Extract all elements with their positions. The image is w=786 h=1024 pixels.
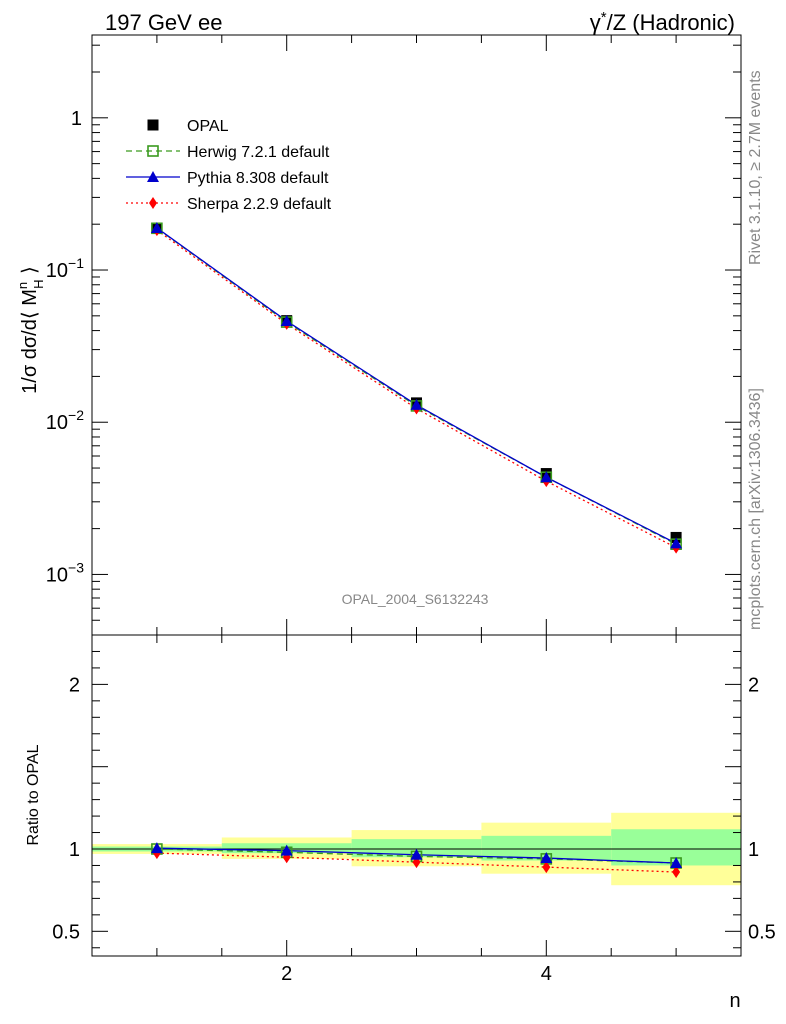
mcplots-label: mcplots.cern.ch [arXiv:1306.3436] — [747, 388, 764, 630]
ylabel-prefix: 1/σ dσ/d⟨ M — [19, 289, 41, 394]
ratio-point-1-4 — [670, 856, 683, 868]
xtick-label: 2 — [281, 963, 292, 985]
legend-label-1: Herwig 7.2.1 default — [187, 144, 330, 161]
ratio-series — [150, 842, 683, 879]
ratio-point-1-1 — [280, 844, 293, 856]
xtick-label: 4 — [541, 963, 552, 985]
series-line-3 — [156, 229, 677, 549]
ratio-ytick-labels: 2 2 1 1 0.5 0.5 — [52, 674, 776, 943]
legend-label-3: Sherpa 2.2.9 default — [187, 196, 332, 213]
series-line-1 — [156, 227, 677, 545]
legend-marker-2 — [147, 171, 159, 182]
main-plot-series — [150, 221, 683, 554]
ratio-ytick-label-left: 2 — [69, 674, 80, 696]
point-2-4 — [670, 537, 683, 549]
point-2-3 — [540, 471, 553, 483]
ratio-ytick-label-right: 0.5 — [748, 921, 776, 943]
main-plot-ticks — [92, 35, 742, 636]
analysis-watermark: OPAL_2004_S6132243 — [342, 591, 489, 607]
ratio-ytick-label-right: 2 — [748, 674, 759, 696]
ylabel-sub: H — [31, 279, 46, 288]
ratio-ytick-label-left: 0.5 — [52, 921, 80, 943]
point-2-1 — [280, 315, 293, 327]
ratio-point-1-3 — [540, 852, 553, 864]
legend-label-0: OPAL — [187, 118, 229, 135]
series-line-2 — [156, 227, 677, 544]
ratio-point-2-4 — [672, 866, 681, 879]
ytick-label: 10−2 — [46, 407, 84, 434]
ratio-ytick-label-left: 1 — [69, 839, 80, 861]
ratio-point-1-2 — [410, 848, 423, 860]
point-2-2 — [410, 398, 423, 410]
band-inner-2 — [351, 839, 482, 858]
main-plot: 1 10−1 10−2 10−3 OPAL_2004_S6132243 OPAL Her… — [46, 34, 742, 636]
ytick-label: 1 — [71, 108, 82, 130]
ytick-label: 10−3 — [46, 559, 84, 586]
header-star: * — [601, 9, 607, 26]
ylabel-suffix: ⟩ — [19, 266, 41, 279]
ratio-ylabel: Ratio to OPAL — [25, 744, 42, 845]
ratio-line-2 — [156, 852, 677, 873]
main-plot-ytick-labels: 1 10−1 10−2 10−3 — [46, 108, 84, 587]
header-process: /Z (Hadronic) — [607, 10, 735, 35]
legend: OPAL Herwig 7.2.1 default Pythia 8.308 def… — [126, 118, 332, 213]
ratio-plot-frame — [91, 634, 742, 957]
legend-label-2: Pythia 8.308 default — [187, 170, 329, 187]
header-gamma: γ — [590, 10, 601, 35]
header-left: 197 GeV ee — [105, 10, 222, 35]
ratio-point-1-0 — [150, 842, 163, 854]
rivet-label: Rivet 3.1.10, ≥ 2.7M events — [747, 70, 764, 265]
legend-marker-3 — [149, 197, 157, 209]
xlabel: n — [729, 990, 740, 1012]
ylabel-sup: n — [15, 282, 30, 289]
point-2-0 — [150, 221, 163, 233]
header-right: γ*/Z (Hadronic) — [590, 9, 735, 35]
ratio-plot-ticks — [92, 635, 741, 956]
ratio-point-2-3 — [542, 861, 551, 874]
legend-marker-0 — [147, 119, 159, 131]
main-plot-ylabel: 1/σ dσ/d⟨ MnH ⟩ — [15, 266, 46, 394]
ratio-ytick-label-right: 1 — [748, 839, 759, 861]
legend-marker-1 — [147, 145, 159, 157]
ytick-label: 10−1 — [46, 255, 84, 282]
